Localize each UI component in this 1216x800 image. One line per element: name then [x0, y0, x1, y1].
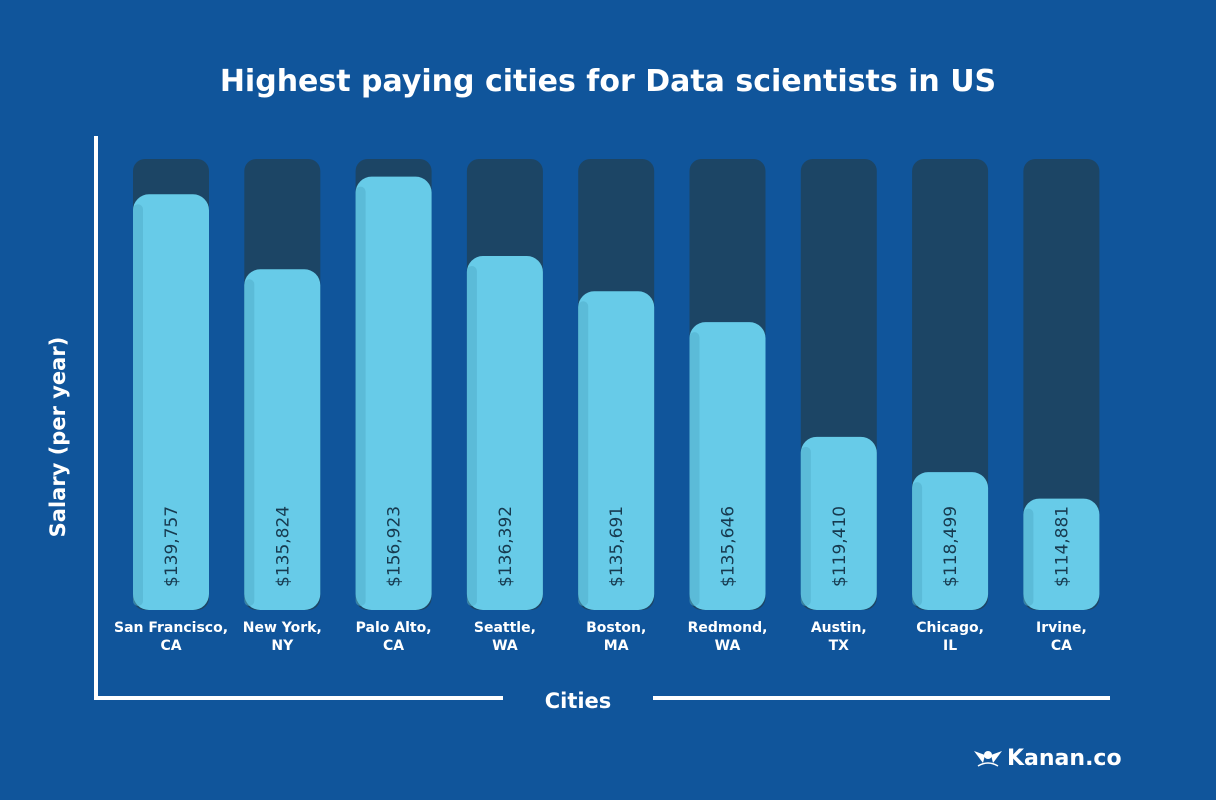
bar-group: $139,757: [133, 159, 209, 610]
bar-track: [1023, 159, 1100, 610]
category-label: San Francisco, CA: [114, 620, 228, 654]
category-label: Irvine, CA: [1036, 620, 1087, 654]
category-label-line: NY: [271, 638, 294, 654]
bar-value-label: $114,881: [1052, 506, 1072, 587]
bar-value-label: $118,499: [941, 506, 961, 587]
chart-title: Highest paying cities for Data scientist…: [220, 64, 996, 99]
category-label: New York, NY: [243, 620, 322, 654]
category-label: Austin, TX: [811, 620, 867, 654]
bar-value-label: $136,392: [496, 506, 516, 587]
category-label-line: TX: [829, 638, 850, 654]
category-label-line: Austin,: [811, 620, 867, 636]
bar-group: $135,691: [578, 159, 655, 610]
category-label-line: New York,: [243, 620, 322, 636]
bar-value-label: $139,757: [162, 506, 182, 587]
kanan-logo-icon: [974, 751, 1002, 767]
category-label-line: Palo Alto,: [356, 620, 432, 636]
category-label-line: CA: [383, 638, 404, 654]
x-axis-title: Cities: [545, 689, 612, 713]
brand-name: Kanan.co: [1007, 746, 1122, 771]
category-label-line: WA: [492, 638, 518, 654]
category-label-line: Redmond,: [688, 620, 768, 636]
category-label-line: San Francisco,: [114, 620, 228, 636]
category-label: Seattle, WA: [474, 620, 536, 654]
bar-shade: [912, 482, 923, 606]
bar: [578, 291, 655, 610]
bar-value-label: $119,410: [830, 506, 850, 587]
bar-shade: [355, 186, 366, 606]
category-label-line: Boston,: [586, 620, 646, 636]
bar-shade: [800, 446, 811, 606]
bar-group: $156,923: [355, 159, 432, 610]
bar: [355, 176, 432, 610]
bar-value-label: $135,646: [719, 506, 739, 587]
category-label-line: WA: [715, 638, 741, 654]
category-label: Palo Alto, CA: [356, 620, 432, 654]
bar-value-label: $135,824: [273, 506, 293, 587]
bar-group: $136,392: [466, 159, 543, 610]
category-label-line: Seattle,: [474, 620, 536, 636]
kanan-logo: Kanan.co: [974, 746, 1122, 771]
bar-shade: [689, 332, 700, 606]
bar: [689, 322, 766, 610]
bar-shade: [133, 204, 143, 606]
bar-group: $119,410: [800, 159, 877, 610]
category-label-line: CA: [1051, 638, 1072, 654]
bar-shade: [244, 279, 255, 606]
bar-group: $114,881: [1023, 159, 1100, 610]
bar-value-label: $135,691: [607, 506, 627, 587]
y-axis-title: Salary (per year): [46, 337, 70, 538]
bar-group: $118,499: [912, 159, 989, 610]
category-label: Redmond, WA: [688, 620, 768, 654]
bar-group: $135,646: [689, 159, 766, 610]
category-label-line: IL: [943, 638, 957, 654]
bar-shade: [578, 301, 589, 606]
bar: [912, 472, 989, 610]
bar: [133, 194, 209, 610]
category-label-line: MA: [604, 638, 629, 654]
category-label: Chicago, IL: [916, 620, 984, 654]
category-label-line: Irvine,: [1036, 620, 1087, 636]
bar: [466, 256, 543, 610]
bar: [800, 436, 877, 610]
bar-value-label: $156,923: [385, 506, 405, 587]
category-label-line: CA: [160, 638, 181, 654]
bar-shade: [1023, 508, 1034, 606]
category-label-line: Chicago,: [916, 620, 984, 636]
bar-group: $135,824: [244, 159, 321, 610]
bar-shade: [466, 266, 477, 606]
bar: [244, 269, 321, 610]
bar: [1023, 498, 1100, 610]
bars-group: $139,757 $135,824 $156,923 $136,392 $135,691…: [133, 159, 1100, 610]
category-label: Boston, MA: [586, 620, 646, 654]
